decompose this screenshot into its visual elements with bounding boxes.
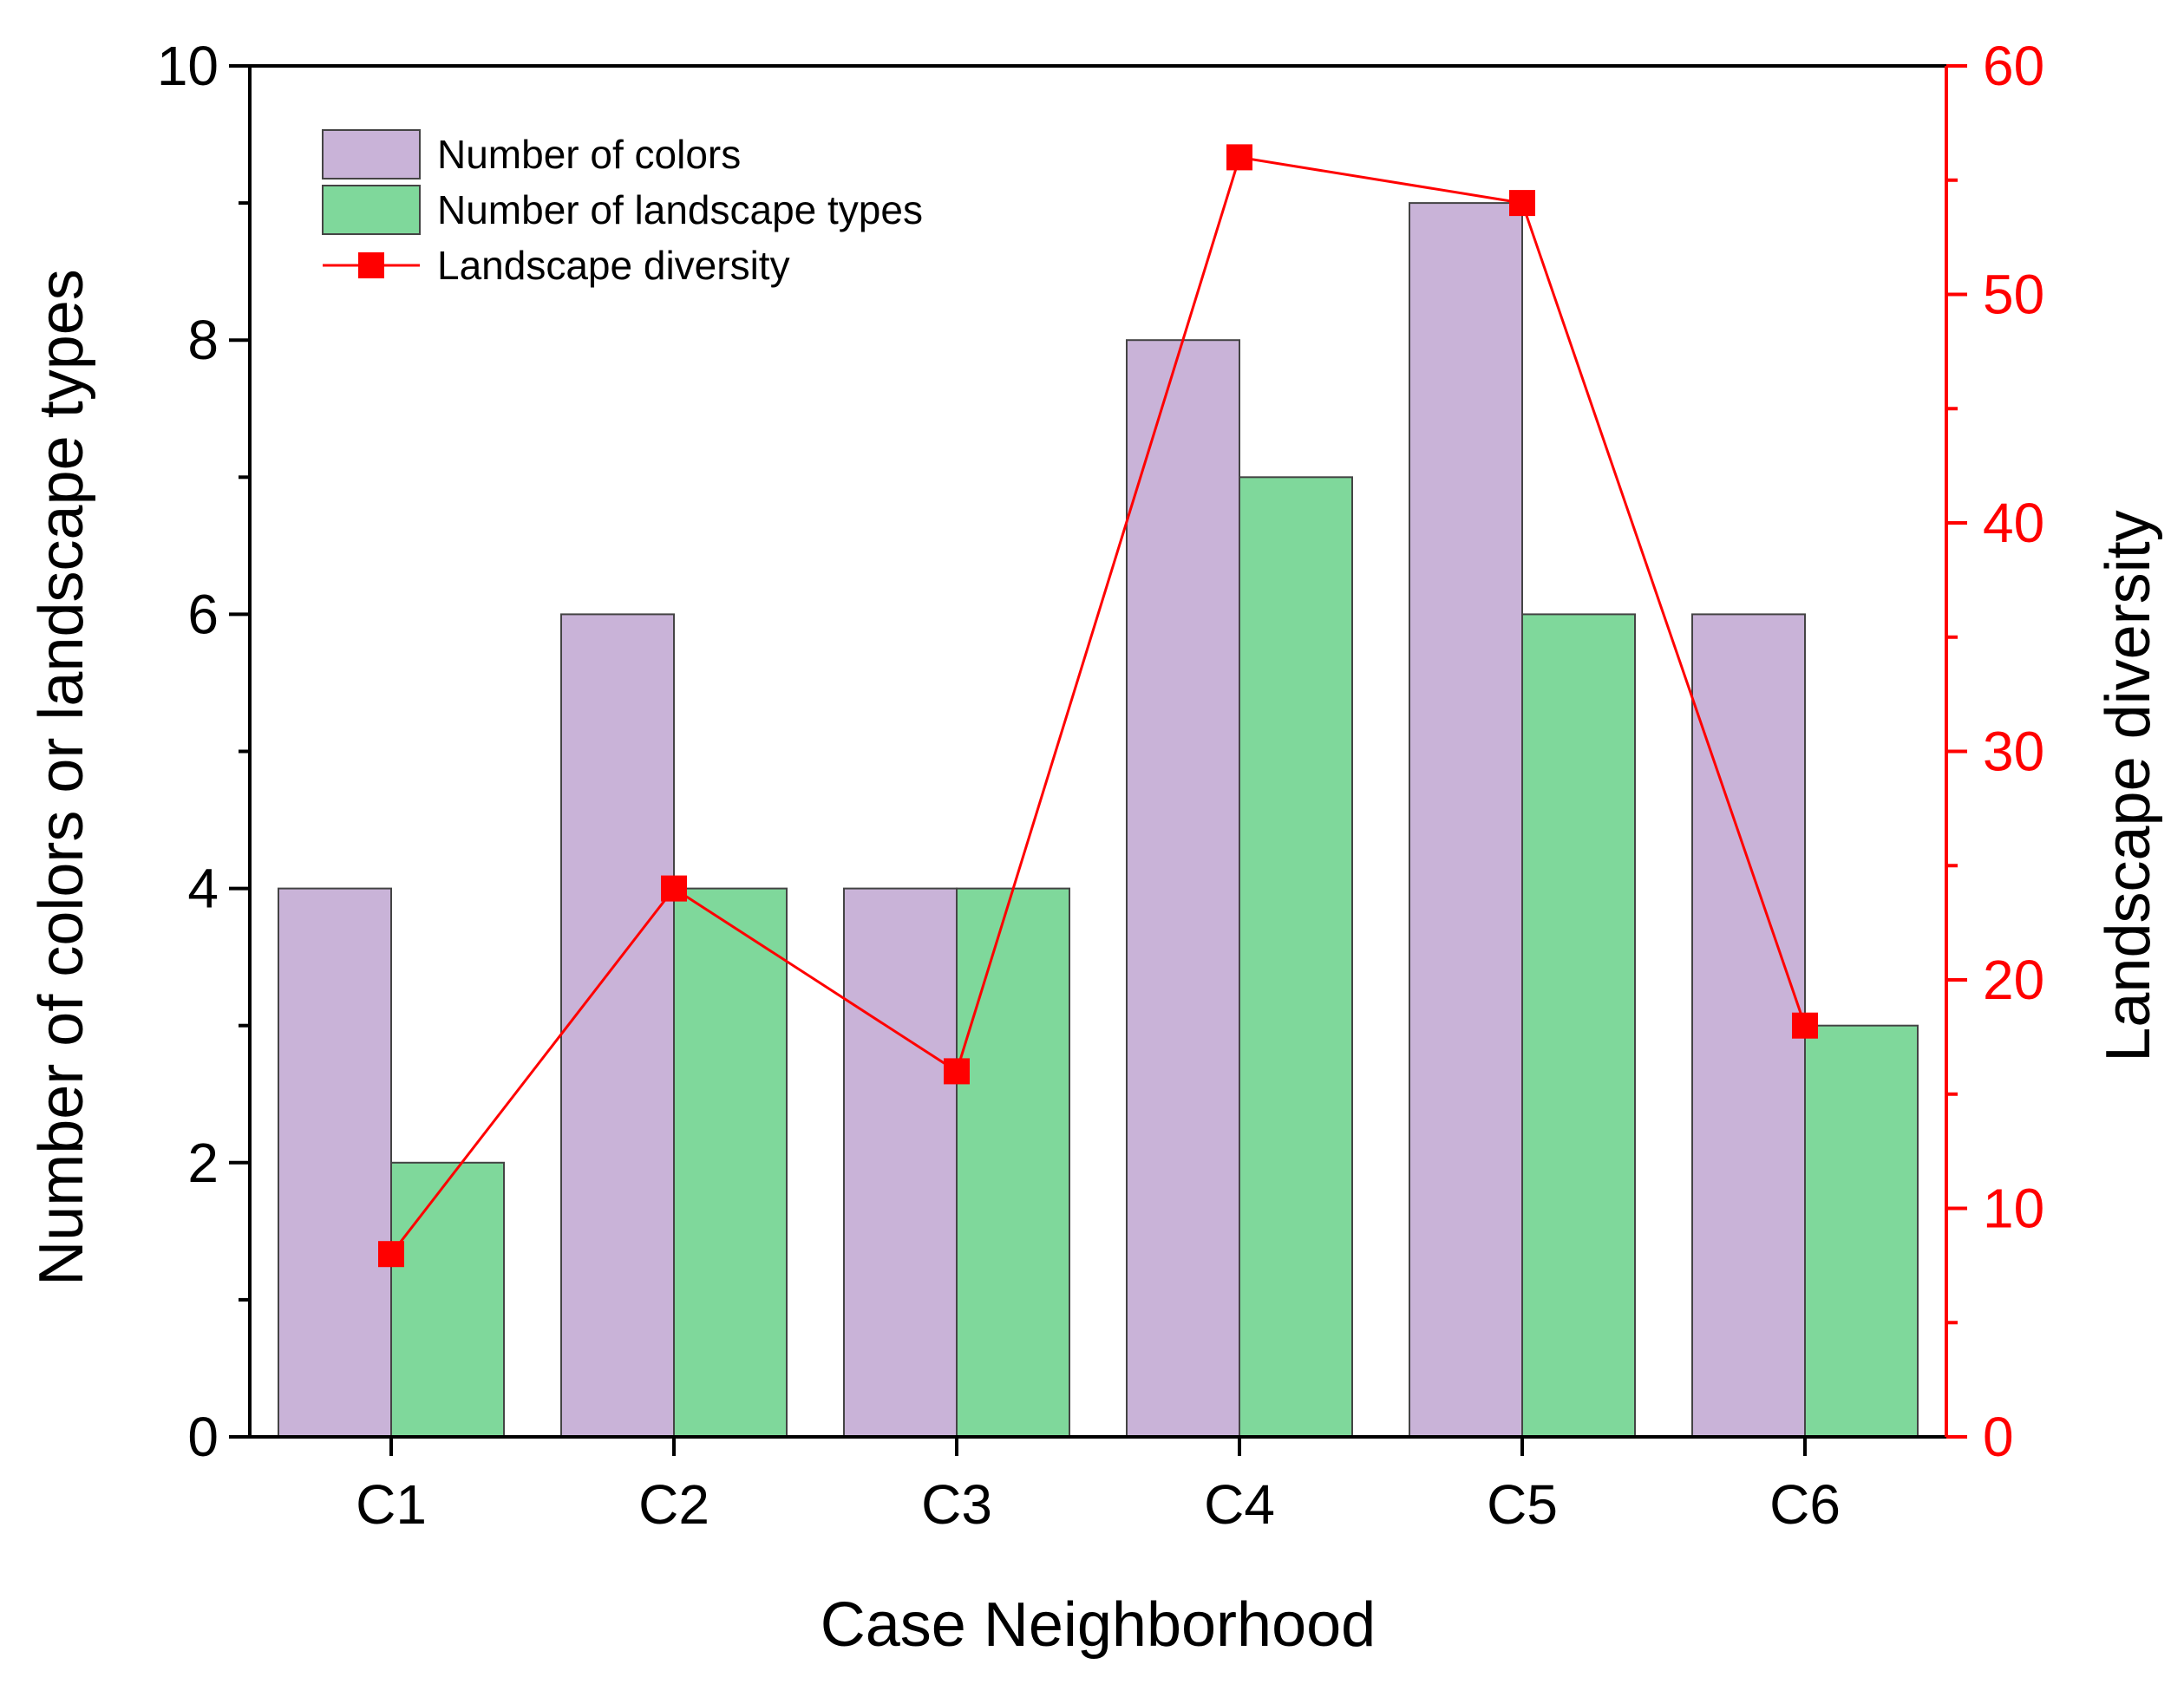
- y2-tick-label-50: 50: [1983, 264, 2044, 326]
- bar-landscape-types-c2: [673, 887, 788, 1438]
- y2-axis-title: Landscape diversity: [2094, 510, 2163, 1061]
- x-tick-label-c6: C6: [1769, 1473, 1841, 1536]
- bar-landscape-types-c6: [1804, 1024, 1919, 1438]
- x-tick-label-c4: C4: [1204, 1473, 1275, 1536]
- diversity-point-c6: [1792, 1012, 1818, 1039]
- diversity-point-c1: [378, 1241, 404, 1268]
- axes-layer: 0 2 4 6 8 10 0 10 20 30 40 50 60 C1 C2 C3 C4 C5 C6: [157, 35, 2044, 1536]
- y-tick-label-8: 8: [187, 309, 219, 371]
- legend-label-colors: Number of colors: [437, 132, 741, 177]
- bar-landscape-types-c4: [1239, 476, 1353, 1438]
- y2-tick-label-20: 20: [1983, 949, 2044, 1011]
- diversity-line: [389, 155, 1807, 1256]
- legend: Number of colors Number of landscape type…: [322, 129, 923, 288]
- y2-tick-label-10: 10: [1983, 1178, 2044, 1240]
- diversity-point-c3: [944, 1058, 970, 1085]
- x-tick-label-c1: C1: [356, 1473, 427, 1536]
- bar-colors-c4: [1126, 339, 1240, 1439]
- x-tick-label-c2: C2: [638, 1473, 709, 1536]
- x-axis-title: Case Neighborhood: [821, 1590, 1376, 1660]
- x-tick-label-c5: C5: [1487, 1473, 1558, 1536]
- bar-colors-c3: [843, 887, 958, 1438]
- bars-layer: [278, 202, 1919, 1439]
- x-tick-label-c3: C3: [921, 1473, 992, 1536]
- bar-colors-c2: [560, 613, 675, 1438]
- y-tick-label-6: 6: [187, 583, 219, 645]
- bar-colors-c5: [1409, 202, 1523, 1439]
- bar-colors-c6: [1691, 613, 1806, 1438]
- y-axis-title: Number of colors or landscape types: [27, 269, 96, 1286]
- legend-marker-diversity: [358, 252, 384, 278]
- y-tick-label-2: 2: [187, 1132, 219, 1194]
- y2-tick-label-0: 0: [1983, 1406, 2014, 1468]
- bar-landscape-types-c5: [1521, 613, 1636, 1438]
- bar-colors-c1: [278, 887, 392, 1438]
- y-tick-label-0: 0: [187, 1406, 219, 1468]
- diversity-point-c4: [1226, 144, 1252, 171]
- y2-tick-label-40: 40: [1983, 492, 2044, 554]
- y-tick-label-4: 4: [187, 858, 219, 920]
- bar-landscape-types-c1: [390, 1161, 505, 1439]
- y2-tick-label-30: 30: [1983, 721, 2044, 783]
- line-layer: [378, 144, 1818, 1268]
- y2-tick-label-60: 60: [1983, 35, 2044, 97]
- legend-label-landscape-types: Number of landscape types: [437, 187, 923, 232]
- diversity-point-c5: [1509, 190, 1535, 217]
- bar-landscape-types-c3: [956, 887, 1070, 1438]
- legend-swatch-colors: [322, 129, 421, 179]
- legend-swatch-landscape-types: [322, 185, 421, 235]
- diversity-point-c2: [661, 875, 687, 902]
- legend-label-diversity: Landscape diversity: [437, 243, 790, 288]
- y-tick-label-10: 10: [157, 35, 219, 97]
